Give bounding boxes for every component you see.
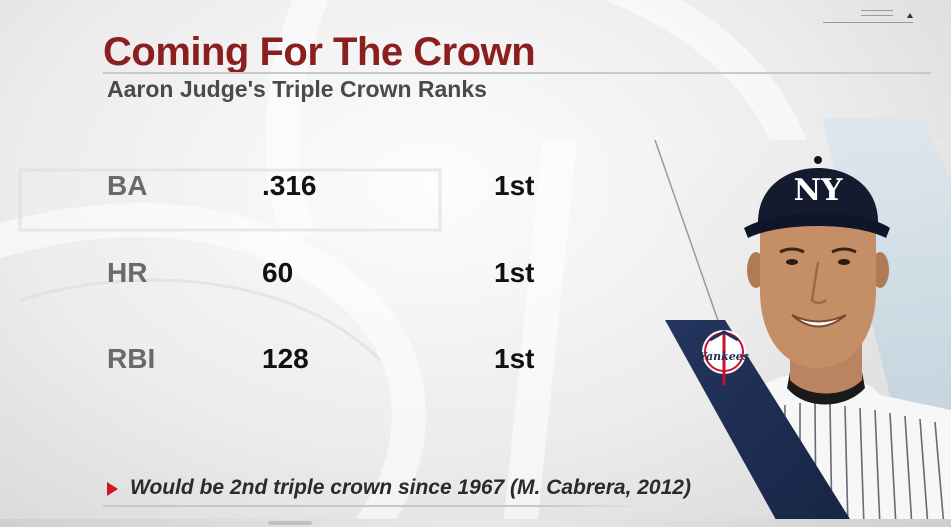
stat-label: BA — [107, 170, 148, 201]
team-logo-text: Yankees — [699, 350, 749, 363]
stat-row-hr: HR 60 1st — [0, 253, 620, 293]
stat-value: 60 — [262, 257, 294, 288]
header-divider — [103, 72, 931, 74]
player-photo-panel: NY Yankees — [654, 118, 951, 527]
stat-rank: 1st — [494, 343, 535, 374]
stat-label: RBI — [107, 343, 156, 374]
stat-rank: 1st — [494, 170, 535, 201]
cap-logo: NY — [794, 173, 843, 208]
stat-value: .316 — [262, 170, 317, 201]
stat-row-rbi: RBI 128 1st — [0, 339, 620, 379]
stat-value: 128 — [262, 343, 309, 374]
stat-label: HR — [107, 257, 148, 288]
graphic-subtitle: Aaron Judge's Triple Crown Ranks — [107, 76, 487, 102]
footnote-divider — [103, 505, 648, 507]
menu-lines-icon — [823, 6, 913, 28]
bottom-notch — [268, 521, 312, 525]
bottom-bar — [0, 519, 951, 527]
stat-row-ba: BA .316 1st — [0, 166, 620, 206]
stat-rank: 1st — [494, 257, 535, 288]
footnote-text: Would be 2nd triple crown since 1967 (M.… — [130, 476, 691, 499]
play-triangle-icon — [107, 482, 118, 496]
graphic-title: Coming For The Crown — [103, 30, 536, 74]
yankees-logo-icon: Yankees — [699, 330, 749, 385]
